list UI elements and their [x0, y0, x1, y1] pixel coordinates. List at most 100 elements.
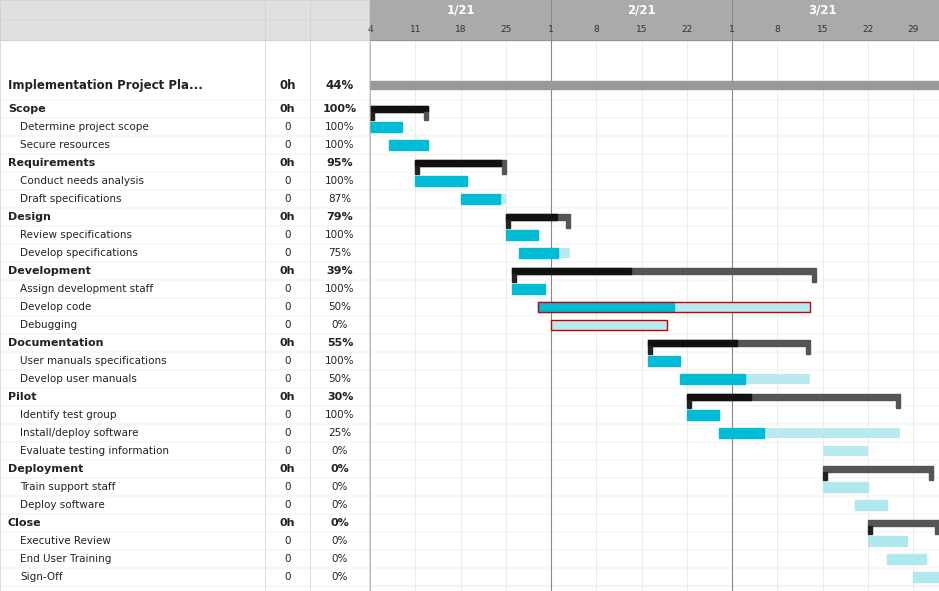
- Text: 25: 25: [500, 25, 512, 34]
- Text: Executive Review: Executive Review: [20, 536, 111, 546]
- Bar: [370, 81, 939, 89]
- Text: 0: 0: [285, 482, 291, 492]
- Text: Deploy software: Deploy software: [20, 500, 105, 510]
- Text: 0h: 0h: [280, 158, 295, 168]
- Text: Deployment: Deployment: [8, 464, 84, 474]
- Bar: [538, 302, 674, 312]
- Text: 0: 0: [285, 248, 291, 258]
- Text: 0h: 0h: [280, 518, 295, 528]
- Bar: [415, 176, 467, 186]
- Text: 22: 22: [681, 25, 692, 34]
- Bar: [686, 400, 691, 408]
- Text: 8: 8: [593, 25, 599, 34]
- Text: Scope: Scope: [8, 104, 46, 114]
- Bar: [501, 166, 506, 174]
- Bar: [887, 554, 926, 564]
- Bar: [823, 482, 868, 492]
- Bar: [551, 320, 668, 330]
- Text: 50%: 50%: [329, 302, 351, 312]
- Text: Pilot: Pilot: [8, 392, 37, 402]
- Text: 3/21: 3/21: [808, 4, 837, 17]
- Text: 25%: 25%: [329, 428, 351, 438]
- Bar: [370, 106, 428, 112]
- Text: 0: 0: [285, 446, 291, 456]
- Text: 100%: 100%: [325, 176, 355, 186]
- Text: 0%: 0%: [331, 320, 348, 330]
- Bar: [681, 374, 809, 384]
- Bar: [686, 394, 751, 400]
- Text: Review specifications: Review specifications: [20, 230, 132, 240]
- Bar: [868, 526, 872, 534]
- Text: 100%: 100%: [325, 230, 355, 240]
- Text: 50%: 50%: [329, 374, 351, 384]
- Text: Requirements: Requirements: [8, 158, 95, 168]
- Text: 0%: 0%: [331, 536, 348, 546]
- Text: 0%: 0%: [331, 482, 348, 492]
- Text: Design: Design: [8, 212, 51, 222]
- Bar: [415, 160, 501, 166]
- Bar: [648, 340, 809, 346]
- Text: 100%: 100%: [325, 410, 355, 420]
- Text: Implementation Project Pla...: Implementation Project Pla...: [8, 79, 203, 92]
- Text: 0: 0: [285, 374, 291, 384]
- Bar: [370, 112, 374, 120]
- Text: 11: 11: [409, 25, 421, 34]
- Bar: [506, 220, 510, 228]
- Bar: [513, 268, 816, 274]
- Bar: [823, 446, 868, 456]
- Text: 1: 1: [730, 25, 735, 34]
- Text: Develop user manuals: Develop user manuals: [20, 374, 137, 384]
- Text: Sign-Off: Sign-Off: [20, 572, 63, 582]
- Bar: [648, 356, 681, 366]
- Text: 0: 0: [285, 554, 291, 564]
- Text: Train support staff: Train support staff: [20, 482, 115, 492]
- Text: 0%: 0%: [331, 572, 348, 582]
- Text: 79%: 79%: [327, 212, 353, 222]
- Bar: [518, 248, 571, 258]
- Text: User manuals specifications: User manuals specifications: [20, 356, 166, 366]
- Bar: [506, 214, 557, 220]
- Text: Assign development staff: Assign development staff: [20, 284, 153, 294]
- Bar: [551, 320, 668, 330]
- Bar: [806, 346, 809, 354]
- Bar: [538, 302, 809, 312]
- Text: Install/deploy software: Install/deploy software: [20, 428, 138, 438]
- Text: 44%: 44%: [326, 79, 354, 92]
- Bar: [513, 274, 516, 282]
- Text: 100%: 100%: [325, 356, 355, 366]
- Text: 2/21: 2/21: [627, 4, 655, 17]
- Bar: [823, 466, 932, 472]
- Bar: [424, 112, 428, 120]
- Text: 0h: 0h: [280, 464, 295, 474]
- Bar: [415, 160, 506, 166]
- Text: 0%: 0%: [331, 446, 348, 456]
- Bar: [513, 284, 545, 294]
- Text: 0%: 0%: [331, 554, 348, 564]
- Text: 0: 0: [285, 572, 291, 582]
- Text: 15: 15: [817, 25, 828, 34]
- Text: Determine project scope: Determine project scope: [20, 122, 148, 132]
- Text: Develop specifications: Develop specifications: [20, 248, 138, 258]
- Bar: [648, 346, 652, 354]
- Text: 0: 0: [285, 536, 291, 546]
- Bar: [681, 374, 745, 384]
- Bar: [719, 428, 901, 438]
- Bar: [868, 536, 907, 546]
- Bar: [460, 194, 506, 204]
- Text: 100%: 100%: [325, 284, 355, 294]
- Bar: [913, 572, 939, 582]
- Bar: [538, 302, 809, 312]
- Text: 0: 0: [285, 356, 291, 366]
- Text: 55%: 55%: [327, 338, 353, 348]
- Text: Secure resources: Secure resources: [20, 140, 110, 150]
- Bar: [812, 274, 816, 282]
- Bar: [686, 394, 901, 400]
- Text: 0h: 0h: [280, 338, 295, 348]
- Text: Develop code: Develop code: [20, 302, 91, 312]
- Text: 0h: 0h: [280, 212, 295, 222]
- Text: 0: 0: [285, 410, 291, 420]
- Bar: [686, 410, 719, 420]
- Text: 0: 0: [285, 284, 291, 294]
- Text: 0h: 0h: [280, 266, 295, 276]
- Text: 4: 4: [367, 25, 373, 34]
